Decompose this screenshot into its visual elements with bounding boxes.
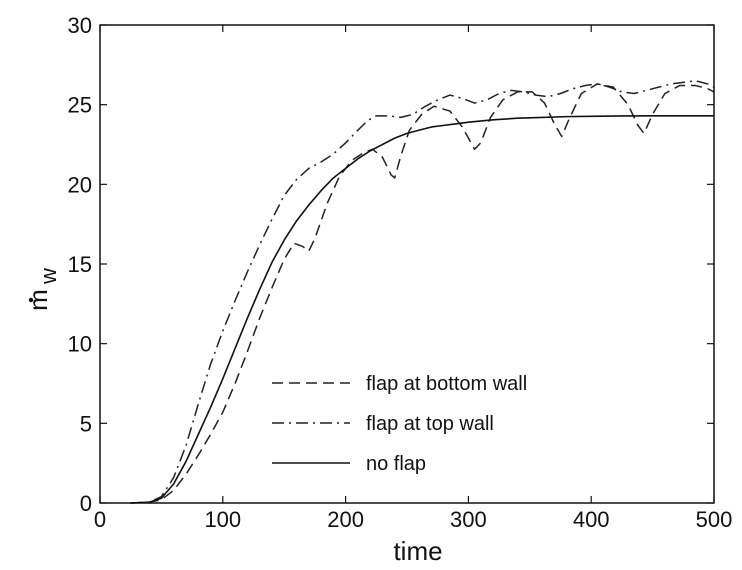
series-line-flap-at-bottom-wall (130, 83, 715, 504)
legend: flap at bottom wall flap at top wall no fl… (272, 373, 527, 475)
y-tick-label: 10 (68, 332, 92, 357)
x-tick-label: 100 (204, 507, 241, 532)
series-line-flap-at-top-wall (130, 80, 715, 504)
series-line-no-flap (130, 115, 714, 504)
y-axis-title: m w (23, 268, 61, 311)
axes-layer: 0 100 200 300 400 500 0 5 10 15 20 25 30 (68, 13, 733, 532)
x-tick-label: 500 (696, 507, 733, 532)
y-tick-label: 5 (80, 411, 92, 436)
y-tick-label: 15 (68, 252, 92, 277)
plot-area (100, 25, 714, 503)
legend-label: flap at top wall (366, 413, 494, 435)
x-tick-label: 400 (573, 507, 610, 532)
x-axis-title: time (393, 536, 442, 566)
y-tick-label: 25 (68, 93, 92, 118)
y-tick-label: 0 (80, 491, 92, 516)
y-axis-title-subscript: w (36, 268, 61, 285)
legend-label: no flap (366, 453, 426, 475)
plot-background (100, 25, 714, 503)
series-layer (130, 80, 715, 504)
y-tick-label: 30 (68, 13, 92, 38)
x-tick-label: 200 (327, 507, 364, 532)
y-tick-label: 20 (68, 172, 92, 197)
legend-label: flap at bottom wall (366, 373, 527, 395)
y-axis-title-dot (28, 297, 34, 303)
x-tick-label: 300 (450, 507, 487, 532)
y-axis-title-text: m (23, 289, 53, 311)
x-tick-label: 0 (94, 507, 106, 532)
